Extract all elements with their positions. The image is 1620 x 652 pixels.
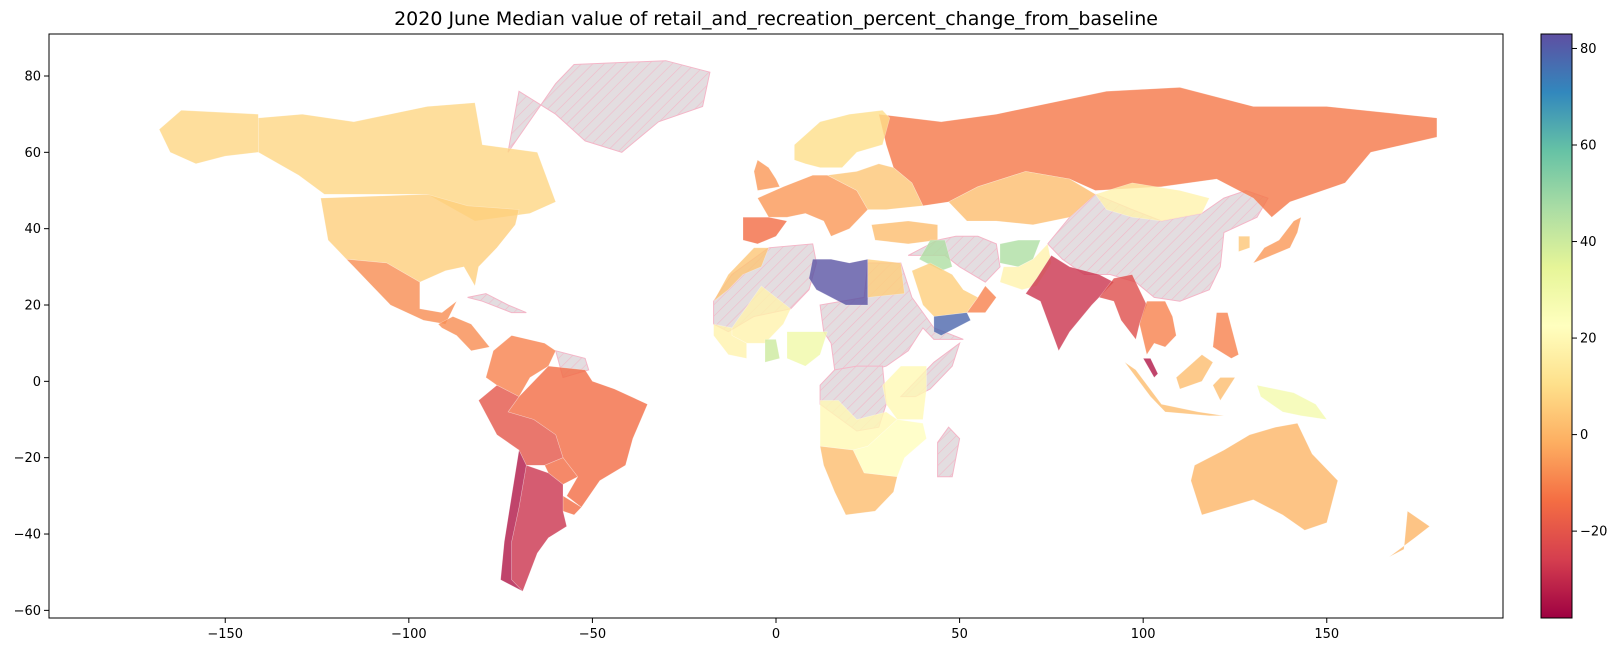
region-alaska — [158, 109, 259, 165]
y-tick-label: 60 — [24, 146, 41, 161]
y-tick-label: 40 — [24, 222, 41, 237]
region-namibia-botswana-south-africa — [819, 445, 898, 516]
region-ghana — [764, 339, 781, 363]
x-tick-label: 150 — [1314, 627, 1339, 642]
colorbar-tick-label: 40 — [1580, 235, 1597, 250]
region-libya — [808, 258, 869, 306]
region-indonesia — [1124, 362, 1224, 417]
region-eastern-europe — [826, 163, 924, 210]
y-tick-label: 80 — [24, 69, 41, 84]
region-yemen — [933, 312, 971, 336]
region-kazakhstan — [948, 171, 1096, 226]
region-south-korea — [1238, 236, 1250, 253]
colorbar-tick-label: 0 — [1580, 428, 1588, 443]
x-tick-label: 50 — [951, 627, 968, 642]
region-morocco-algeria-coast — [713, 247, 770, 302]
x-tick-label: −150 — [207, 627, 243, 642]
region-turkey — [871, 220, 938, 245]
region-egypt — [867, 258, 905, 298]
x-tick-label: 100 — [1131, 627, 1156, 642]
region-mali-burkina — [731, 285, 792, 344]
x-axis: −150 −100 −50 0 50 100 150 — [207, 618, 1339, 642]
region-russia — [878, 87, 1438, 218]
region-nigeria — [786, 331, 828, 367]
y-axis: −60 −40 −20 0 20 40 60 80 — [14, 69, 49, 619]
colorbar-tick-label: −20 — [1580, 525, 1607, 540]
region-thailand-vietnam — [1139, 300, 1177, 356]
region-sulawesi — [1212, 377, 1236, 402]
region-brazil — [507, 365, 648, 508]
y-tick-label: 20 — [24, 299, 41, 314]
x-tick-label: 0 — [772, 627, 780, 642]
region-australia — [1190, 422, 1339, 531]
region-oman — [966, 285, 997, 313]
region-chile — [500, 449, 527, 592]
y-tick-label: −20 — [14, 451, 41, 466]
region-japan — [1252, 216, 1302, 264]
y-tick-label: −40 — [14, 528, 41, 543]
x-tick-label: −50 — [579, 627, 606, 642]
region-canada — [257, 102, 557, 222]
region-united-states — [320, 193, 520, 287]
region-papua-new-guinea — [1256, 384, 1328, 420]
map-regions — [158, 60, 1438, 592]
x-tick-label: −100 — [391, 627, 427, 642]
no-data-region — [467, 293, 527, 314]
region-philippines — [1212, 312, 1239, 359]
y-tick-label: −60 — [14, 604, 41, 619]
colorbar-tick-label: 80 — [1580, 42, 1597, 57]
region-malaysia — [1142, 358, 1159, 378]
region-central-america — [437, 316, 491, 352]
region-kenya-tanzania — [882, 365, 927, 420]
region-paraguay — [544, 457, 579, 485]
y-tick-label: 0 — [33, 375, 41, 390]
region-uk — [753, 159, 781, 191]
no-data-region — [937, 426, 961, 478]
chart-title: 2020 June Median value of retail_and_rec… — [394, 8, 1158, 30]
region-west-coast — [713, 323, 747, 359]
region-mongolia — [1094, 182, 1210, 222]
no-data-region — [819, 262, 964, 375]
region-spain-portugal — [742, 216, 788, 245]
region-borneo — [1175, 354, 1214, 390]
region-new-zealand — [1389, 510, 1431, 558]
colorbar-tick-label: 20 — [1580, 332, 1597, 347]
no-data-region — [507, 60, 711, 153]
colorbar-tick-label: 60 — [1580, 139, 1597, 154]
region-scandinavia — [794, 109, 891, 168]
region-peru-bolivia — [478, 384, 564, 466]
colorbar — [1540, 33, 1573, 619]
colorbar-axis: −20 0 20 40 60 80 — [1572, 42, 1607, 540]
region-mexico — [345, 258, 457, 325]
region-europe-west — [757, 174, 869, 237]
